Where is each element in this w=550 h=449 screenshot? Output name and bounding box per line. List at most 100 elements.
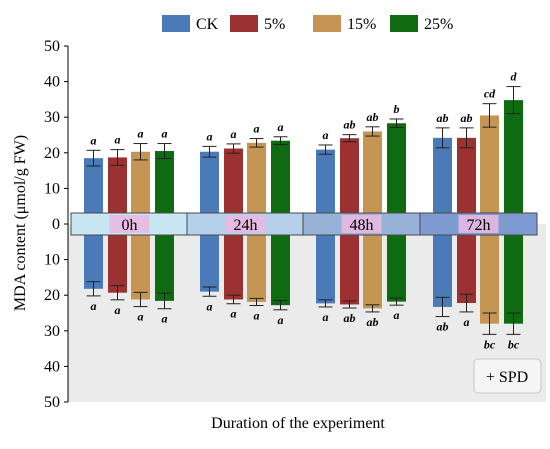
time-label: 0h bbox=[122, 217, 138, 234]
significance-letter-bottom: ab bbox=[367, 315, 379, 329]
legend-label-25%: 25% bbox=[424, 16, 453, 33]
significance-letter-bottom: ab bbox=[344, 311, 356, 325]
y-tick-label: 10 bbox=[44, 252, 60, 269]
legend: CK 5% 15% 25% bbox=[162, 15, 453, 33]
bar-bottom-5%-72h bbox=[457, 224, 476, 304]
legend-swatch-CK bbox=[162, 15, 190, 32]
time-band-label-bg bbox=[109, 215, 150, 233]
significance-letter-bottom: a bbox=[254, 309, 260, 323]
bar-bottom-25%-48h bbox=[387, 224, 406, 302]
significance-letter-bottom: a bbox=[138, 310, 144, 324]
significance-letter-bottom: a bbox=[207, 299, 213, 313]
significance-letter-bottom: a bbox=[464, 315, 470, 329]
time-label: 24h bbox=[234, 217, 258, 234]
bar-bottom-25%-24h bbox=[271, 224, 290, 306]
bars-layer: aaaaaaababaaaaabababaaaaaababcdbcaaaabad… bbox=[84, 70, 523, 351]
bar-bottom-15%-48h bbox=[363, 224, 382, 309]
y-tick-label: 50 bbox=[44, 394, 60, 411]
significance-letter-bottom: a bbox=[115, 303, 121, 317]
y-tick-label-zero: 0 bbox=[52, 216, 60, 233]
significance-letter-top: a bbox=[162, 127, 168, 141]
y-tick-label: 10 bbox=[44, 180, 60, 197]
y-tick-label: 20 bbox=[44, 145, 60, 162]
spd-inset: + SPD bbox=[473, 358, 542, 394]
bar-top-CK-0h bbox=[84, 158, 103, 224]
bar-top-5%-72h bbox=[457, 137, 476, 224]
bar-bottom-CK-48h bbox=[316, 224, 335, 304]
y-tick-label: 30 bbox=[44, 109, 60, 126]
significance-letter-top: b bbox=[394, 102, 400, 116]
bar-top-15%-0h bbox=[131, 151, 150, 224]
bar-bottom-15%-0h bbox=[131, 224, 150, 300]
significance-letter-bottom: bc bbox=[484, 337, 496, 351]
significance-letter-top: a bbox=[323, 128, 329, 142]
legend-swatch-25% bbox=[390, 15, 418, 32]
bar-bottom-CK-72h bbox=[433, 224, 452, 307]
significance-letter-bottom: ab bbox=[437, 320, 449, 334]
significance-letter-top: d bbox=[511, 70, 518, 84]
spd-inset-label: + SPD bbox=[486, 369, 528, 386]
legend-swatch-15% bbox=[313, 15, 341, 32]
significance-letter-top: cd bbox=[484, 87, 496, 101]
bar-top-5%-24h bbox=[224, 148, 243, 224]
bar-top-5%-48h bbox=[340, 138, 359, 224]
significance-letter-top: a bbox=[231, 127, 237, 141]
legend-label-15%: 15% bbox=[347, 16, 376, 33]
bar-top-15%-24h bbox=[247, 142, 266, 224]
bar-bottom-25%-72h bbox=[504, 224, 523, 324]
bar-top-CK-48h bbox=[316, 149, 335, 224]
time-band-label-bg bbox=[341, 215, 382, 233]
significance-letter-bottom: a bbox=[323, 310, 329, 324]
significance-letter-top: ab bbox=[367, 110, 379, 124]
bar-top-25%-48h bbox=[387, 123, 406, 224]
bar-top-25%-24h bbox=[271, 140, 290, 224]
y-tick-label: 40 bbox=[44, 74, 60, 91]
significance-letter-bottom: a bbox=[91, 299, 97, 313]
bar-bottom-5%-24h bbox=[224, 224, 243, 300]
bar-top-15%-48h bbox=[363, 131, 382, 224]
bar-bottom-5%-0h bbox=[108, 224, 127, 293]
time-band-label-bg bbox=[458, 215, 499, 233]
significance-letter-top: ab bbox=[437, 111, 449, 125]
legend-swatch-5% bbox=[230, 15, 258, 32]
significance-letter-bottom: a bbox=[394, 308, 400, 322]
bar-top-15%-72h bbox=[480, 115, 499, 224]
bar-top-CK-72h bbox=[433, 137, 452, 224]
bar-top-CK-24h bbox=[200, 151, 219, 224]
bar-bottom-25%-0h bbox=[155, 224, 174, 301]
y-axis-title: MDA content (μmol/g FW) bbox=[12, 135, 29, 311]
significance-letter-top: a bbox=[91, 133, 97, 147]
spd-inset-box bbox=[473, 358, 542, 394]
time-label: 48h bbox=[350, 217, 374, 234]
significance-letter-top: a bbox=[278, 120, 284, 134]
bar-top-25%-72h bbox=[504, 100, 523, 224]
x-axis-title: Duration of the experiment bbox=[211, 415, 385, 432]
bar-bottom-CK-0h bbox=[84, 224, 103, 289]
time-band-label-bg bbox=[225, 215, 266, 233]
significance-letter-bottom: a bbox=[278, 313, 284, 327]
y-axis: 10 20 30 40 50 0 10 20 30 40 50 bbox=[44, 38, 69, 411]
significance-letter-top: a bbox=[138, 127, 144, 141]
legend-label-5%: 5% bbox=[264, 16, 285, 33]
significance-letter-top: ab bbox=[344, 118, 356, 132]
bar-bottom-CK-24h bbox=[200, 224, 219, 292]
significance-letter-top: a bbox=[207, 129, 213, 143]
time-band: 0h 24h 48h 72h bbox=[70, 212, 538, 236]
bar-bottom-15%-72h bbox=[480, 224, 499, 324]
significance-letter-bottom: a bbox=[231, 307, 237, 321]
significance-letter-top: ab bbox=[461, 111, 473, 125]
y-tick-label: 20 bbox=[44, 287, 60, 304]
y-tick-label: 30 bbox=[44, 323, 60, 340]
bar-top-5%-0h bbox=[108, 157, 127, 224]
bar-top-25%-0h bbox=[155, 151, 174, 224]
legend-label-CK: CK bbox=[196, 16, 219, 33]
significance-letter-bottom: a bbox=[162, 312, 168, 326]
time-label: 72h bbox=[467, 217, 491, 234]
bar-bottom-15%-24h bbox=[247, 224, 266, 302]
y-tick-label: 40 bbox=[44, 358, 60, 375]
y-tick-label: 50 bbox=[44, 38, 60, 55]
significance-letter-top: a bbox=[115, 133, 121, 147]
significance-letter-top: a bbox=[254, 122, 260, 136]
